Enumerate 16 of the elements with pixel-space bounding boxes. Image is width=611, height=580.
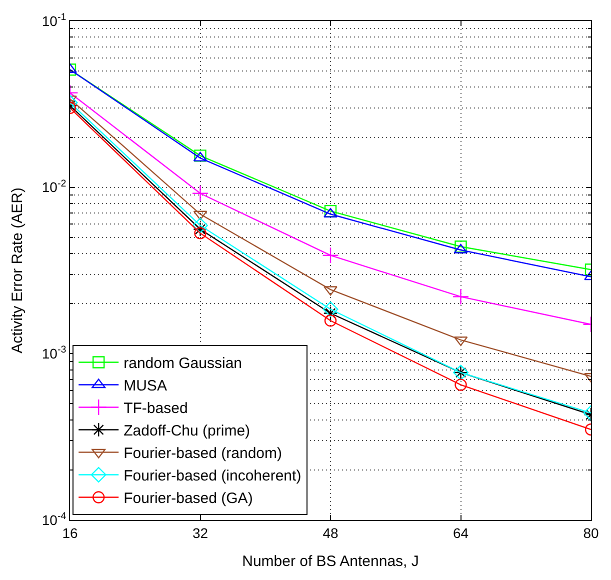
x-axis-title: Number of BS Antennas, J bbox=[242, 552, 419, 570]
legend-label: TF-based bbox=[124, 400, 188, 418]
legend-label: Fourier-based (GA) bbox=[124, 490, 253, 508]
y-axis-title: Activity Error Rate (AER) bbox=[9, 188, 26, 354]
legend-label: Fourier-based (random) bbox=[124, 445, 282, 462]
legend-label: Zadoff-Chu (prime) bbox=[124, 422, 250, 440]
y-tick-label: 10$^{-1}$ bbox=[42, 12, 66, 29]
x-tick-label: 64 bbox=[452, 524, 469, 541]
x-tick-label: 80 bbox=[583, 524, 599, 541]
x-tick-label: 32 bbox=[192, 524, 208, 541]
legend-label: random Gaussian bbox=[124, 355, 242, 372]
legend-label: MUSA bbox=[124, 378, 167, 395]
y-tick-label: 10$^{-3}$ bbox=[42, 344, 67, 362]
y-tick-label: 10$^{-2}$ bbox=[42, 178, 66, 196]
x-tick-label: 48 bbox=[322, 524, 338, 541]
legend-label: Fourier-based (incoherent) bbox=[124, 468, 302, 485]
